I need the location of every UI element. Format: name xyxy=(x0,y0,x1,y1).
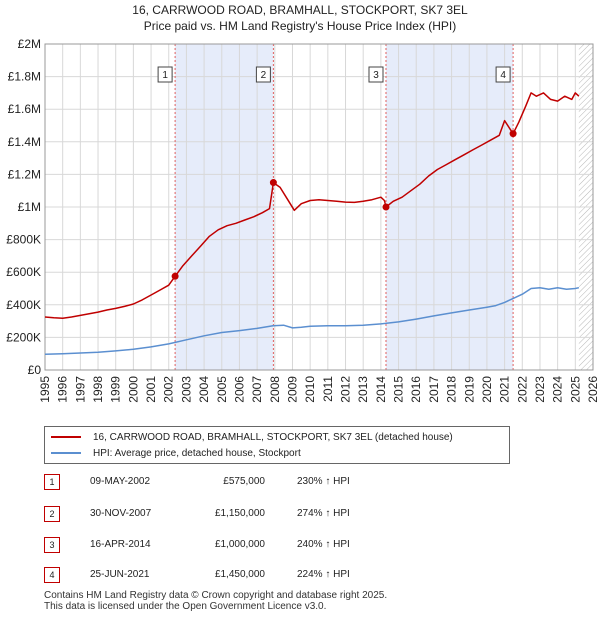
x-tick-label: 2016 xyxy=(409,376,423,403)
x-tick-label: 2001 xyxy=(144,376,158,403)
sale-number-label: 1 xyxy=(162,70,168,81)
y-tick-label: £1M xyxy=(18,200,41,214)
x-tick-label: 2021 xyxy=(498,376,512,403)
sale-number-box xyxy=(255,66,271,83)
table-row: 3 16-APR-2014 £1,000,000 240% ↑ HPI xyxy=(40,535,560,555)
sale-date: 09-MAY-2002 xyxy=(90,476,151,487)
legend-item-hpi: HPI: Average price, detached house, Stoc… xyxy=(51,445,301,461)
x-tick-label: 1999 xyxy=(109,376,123,403)
y-tick-label: £200K xyxy=(6,330,41,344)
footer: Contains HM Land Registry data © Crown c… xyxy=(44,590,387,612)
x-tick-label: 2013 xyxy=(356,376,370,403)
sale-number-label: 4 xyxy=(500,70,506,81)
x-tick-label: 2008 xyxy=(268,376,282,403)
table-row: 1 09-MAY-2002 £575,000 230% ↑ HPI xyxy=(40,472,560,492)
y-tick-label: £1.4M xyxy=(8,135,41,149)
legend-hpi-swatch xyxy=(51,452,81,454)
chart-title-line2: Price paid vs. HM Land Registry's House … xyxy=(143,19,457,33)
x-tick-label: 2025 xyxy=(568,376,582,403)
x-tick-label: 2020 xyxy=(480,376,494,403)
plot-border xyxy=(44,43,594,371)
sale-point xyxy=(171,272,179,280)
price-chart: £0 £200K £400K £600K £800K £1M £1.2M £1.4M £1.6M… xyxy=(6,37,600,403)
sale-number-badge: 3 xyxy=(44,537,60,553)
sale-number-badge: 1 xyxy=(44,474,60,490)
x-tick-label: 2011 xyxy=(321,376,335,402)
sale-hpi-change: 274% ↑ HPI xyxy=(297,508,350,519)
legend: 16, CARRWOOD ROAD, BRAMHALL, STOCKPORT, … xyxy=(44,426,510,464)
chart-title-line1: 16, CARRWOOD ROAD, BRAMHALL, STOCKPORT, … xyxy=(132,3,468,17)
x-tick-label: 2014 xyxy=(374,376,388,403)
y-tick-label: £600K xyxy=(6,265,41,279)
sale-hpi-change: 230% ↑ HPI xyxy=(297,476,350,487)
x-tick-label: 2017 xyxy=(427,376,441,403)
x-tick-label: 2026 xyxy=(586,376,600,403)
y-tick-label: £800K xyxy=(6,233,41,247)
legend-hpi-label: HPI: Average price, detached house, Stoc… xyxy=(93,447,301,459)
x-tick-label: 1997 xyxy=(73,376,87,403)
sale-hpi-change: 224% ↑ HPI xyxy=(297,569,350,580)
x-tick-label: 1998 xyxy=(91,376,105,403)
sale-point xyxy=(509,130,517,138)
y-tick-label: £1.8M xyxy=(8,70,41,84)
x-tick-label: 2005 xyxy=(215,376,229,403)
y-tick-label: £1.6M xyxy=(8,102,41,116)
x-tick-label: 2000 xyxy=(126,376,140,403)
sale-date: 30-NOV-2007 xyxy=(90,508,152,519)
y-tick-label: £1.2M xyxy=(8,167,41,181)
legend-item-property: 16, CARRWOOD ROAD, BRAMHALL, STOCKPORT, … xyxy=(51,429,453,445)
sale-date: 25-JUN-2021 xyxy=(90,569,150,580)
footer-licence: This data is licensed under the Open Gov… xyxy=(44,601,327,612)
x-tick-label: 2010 xyxy=(303,376,317,403)
hpi-line xyxy=(44,286,580,355)
x-tick-label: 2024 xyxy=(551,376,565,403)
x-tick-label: 1995 xyxy=(38,376,52,403)
x-tick-label: 2002 xyxy=(162,376,176,403)
sale-number-label: 3 xyxy=(373,70,379,81)
x-tick-label: 2019 xyxy=(462,376,476,403)
x-tick-label: 2006 xyxy=(232,376,246,403)
x-tick-label: 2023 xyxy=(533,376,547,403)
y-tick-label: £400K xyxy=(6,298,41,312)
x-tick-label: 2004 xyxy=(197,376,211,403)
sale-point xyxy=(382,203,390,211)
sale-price: £1,150,000 xyxy=(214,508,265,519)
sale-price: £1,000,000 xyxy=(214,539,265,550)
sale-price: £1,450,000 xyxy=(214,569,265,580)
table-row: 2 30-NOV-2007 £1,150,000 274% ↑ HPI xyxy=(40,504,560,524)
sale-point xyxy=(269,179,277,187)
sale-hpi-change: 240% ↑ HPI xyxy=(297,539,350,550)
sale-number-badge: 2 xyxy=(44,506,60,522)
x-tick-label: 2015 xyxy=(392,376,406,403)
x-tick-label: 2018 xyxy=(445,376,459,403)
sale-number-box xyxy=(368,66,384,83)
x-tick-label: 2012 xyxy=(339,376,353,403)
legend-property-swatch xyxy=(51,436,81,438)
sale-number-box xyxy=(157,66,173,83)
x-tick-label: 1996 xyxy=(56,376,70,403)
y-tick-label: £0 xyxy=(28,363,42,377)
x-tick-label: 2009 xyxy=(285,376,299,403)
x-tick-label: 2022 xyxy=(515,376,529,403)
footer-copyright: Contains HM Land Registry data © Crown c… xyxy=(44,590,388,601)
sale-number-box xyxy=(495,66,511,83)
x-tick-label: 2003 xyxy=(179,376,193,403)
sale-number-badge: 4 xyxy=(44,567,60,583)
sale-number-label: 2 xyxy=(261,70,267,81)
x-tick-label: 2007 xyxy=(250,376,264,403)
sale-date: 16-APR-2014 xyxy=(90,539,151,550)
y-tick-label: £2M xyxy=(18,37,41,51)
table-row: 4 25-JUN-2021 £1,450,000 224% ↑ HPI xyxy=(40,565,560,585)
legend-property-label: 16, CARRWOOD ROAD, BRAMHALL, STOCKPORT, … xyxy=(93,431,453,443)
sale-price: £575,000 xyxy=(223,476,265,487)
